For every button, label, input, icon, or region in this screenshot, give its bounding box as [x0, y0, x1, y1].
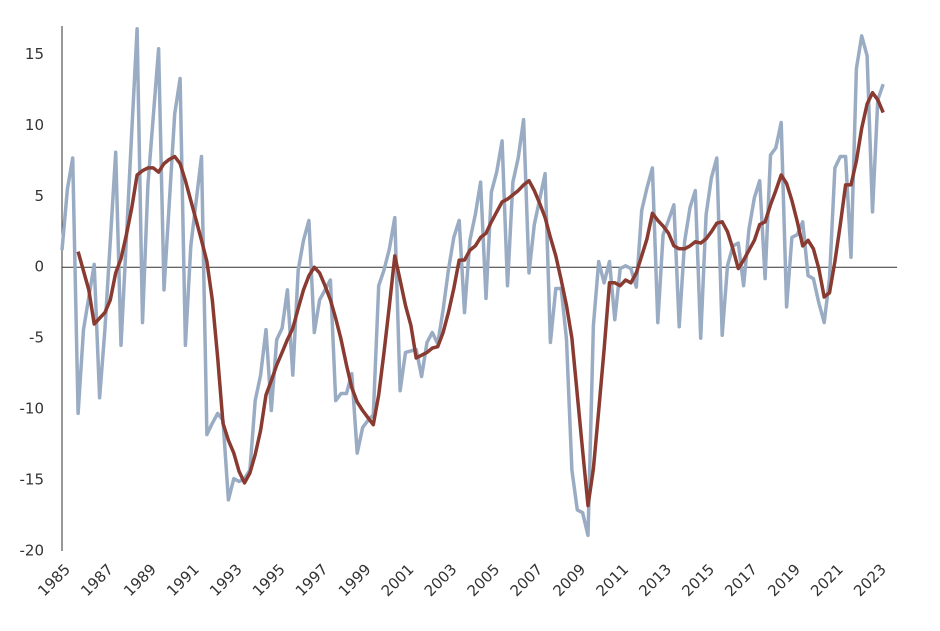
x-tick-label: 2007 — [507, 560, 547, 600]
x-tick-label: 2017 — [721, 560, 761, 600]
y-tick-label: -15 — [20, 471, 45, 489]
series-line — [76, 90, 885, 508]
x-tick-label: 2005 — [464, 560, 504, 600]
x-tick-label: 1987 — [77, 560, 117, 600]
y-tick-label: -5 — [29, 329, 44, 347]
x-tick-label: 2009 — [550, 560, 590, 600]
y-tick-label: -10 — [20, 400, 45, 418]
x-tick-label: 2021 — [807, 560, 847, 600]
x-tick-label: 2003 — [421, 560, 461, 600]
x-tick-label: 1997 — [292, 560, 332, 600]
x-tick-label: 2023 — [850, 560, 890, 600]
x-tick-label: 2001 — [378, 560, 418, 600]
y-tick-label: -20 — [20, 542, 45, 560]
x-tick-label: 2019 — [764, 560, 804, 600]
x-tick-label: 1989 — [120, 560, 160, 600]
x-tick-label: 2013 — [635, 560, 675, 600]
y-tick-label: 10 — [25, 116, 44, 134]
y-tick-label: 15 — [25, 45, 44, 63]
y-tick-label: 0 — [34, 258, 44, 276]
y-tick-label: 5 — [34, 187, 44, 205]
x-tick-label: 1985 — [34, 560, 74, 600]
x-tick-label: 1991 — [163, 560, 203, 600]
x-tick-label: 2015 — [678, 560, 718, 600]
x-tick-label: 1993 — [206, 560, 246, 600]
x-tick-label: 1999 — [335, 560, 375, 600]
series-line — [60, 27, 885, 538]
x-tick-label: 1995 — [249, 560, 289, 600]
x-tick-label: 2011 — [592, 560, 632, 600]
